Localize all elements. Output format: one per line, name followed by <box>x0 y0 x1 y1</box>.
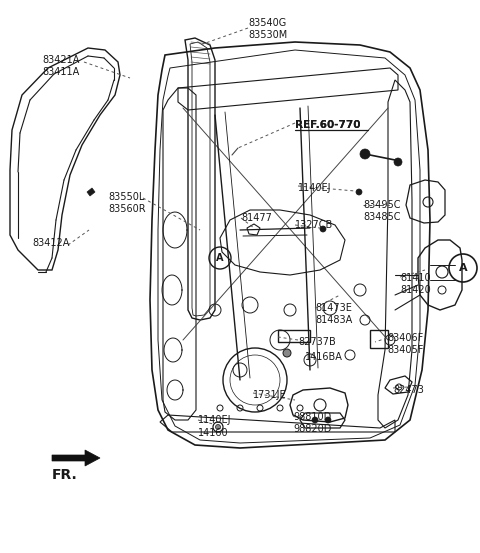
Text: 83406F
83405F: 83406F 83405F <box>387 333 423 354</box>
Text: 81473E
81483A: 81473E 81483A <box>315 303 352 325</box>
Text: 82737B: 82737B <box>298 337 336 347</box>
Text: 81410
81420: 81410 81420 <box>400 273 431 295</box>
Text: 1416BA: 1416BA <box>305 352 343 362</box>
Text: REF.60-770: REF.60-770 <box>295 120 360 130</box>
Circle shape <box>394 158 402 166</box>
Text: 1327CB: 1327CB <box>295 220 333 230</box>
Polygon shape <box>52 450 100 466</box>
Text: A: A <box>216 253 224 263</box>
Circle shape <box>325 417 331 423</box>
Text: 1731JE: 1731JE <box>253 390 287 400</box>
Text: 1140EJ: 1140EJ <box>198 415 231 425</box>
Text: 82473: 82473 <box>393 385 424 395</box>
Text: REF.60-770: REF.60-770 <box>295 120 360 130</box>
Circle shape <box>360 149 370 159</box>
Text: 83495C
83485C: 83495C 83485C <box>363 200 400 222</box>
Text: 81477: 81477 <box>241 213 272 223</box>
Text: 83421A
83411A: 83421A 83411A <box>42 55 79 77</box>
Text: 83550L
83560R: 83550L 83560R <box>108 192 145 213</box>
Text: 98810D
98820D: 98810D 98820D <box>293 412 331 434</box>
Text: 1140EJ: 1140EJ <box>298 183 332 193</box>
Circle shape <box>356 189 362 195</box>
Polygon shape <box>87 188 95 196</box>
Text: 14160: 14160 <box>198 428 228 438</box>
Circle shape <box>312 417 318 423</box>
Circle shape <box>216 425 220 430</box>
Circle shape <box>283 349 291 357</box>
Text: 83412A: 83412A <box>32 238 70 248</box>
Circle shape <box>320 226 326 232</box>
Text: FR.: FR. <box>52 468 78 482</box>
Text: 83540G
83530M: 83540G 83530M <box>248 18 287 40</box>
Text: A: A <box>459 263 468 273</box>
